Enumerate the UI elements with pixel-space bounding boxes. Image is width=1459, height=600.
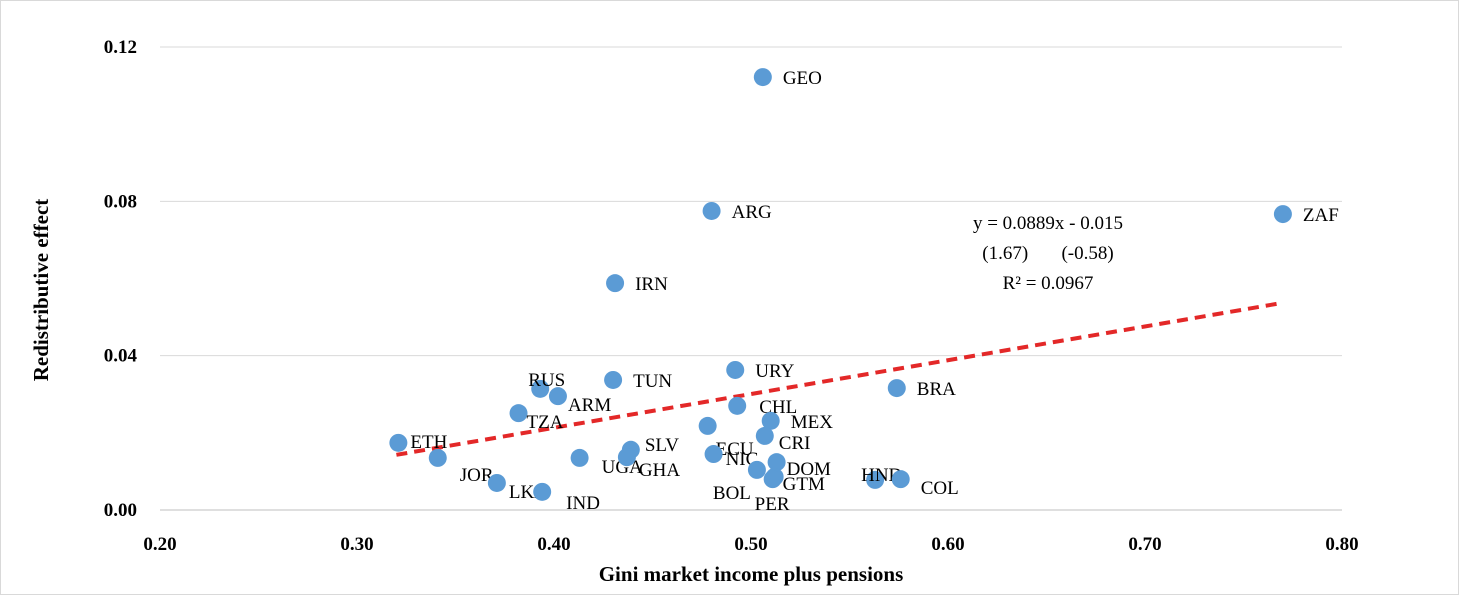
r-squared: R² = 0.0967 [1003, 273, 1094, 294]
point-label: IND [566, 493, 600, 514]
point-label: BRA [917, 379, 956, 400]
point-label: TUN [633, 371, 672, 392]
point [509, 404, 528, 423]
point [428, 448, 447, 467]
point [767, 453, 786, 472]
y-axis-title: Redistributive effect [29, 199, 53, 382]
x-tick-label: 0.50 [734, 534, 767, 555]
point [728, 396, 747, 415]
point-label: COL [921, 478, 959, 499]
point-label: IRN [635, 274, 668, 295]
x-tick-label: 0.20 [143, 534, 176, 555]
y-tick-label: 0.12 [104, 37, 137, 58]
trendline [396, 300, 1284, 457]
point [389, 433, 408, 452]
point [548, 387, 567, 406]
y-tick-label: 0.04 [104, 346, 138, 367]
point-label: URY [755, 361, 794, 382]
point-label: JOR [460, 465, 494, 486]
point [866, 470, 885, 489]
point [887, 379, 906, 398]
point-label: GEO [783, 68, 822, 89]
point [698, 416, 717, 435]
point [617, 448, 636, 467]
point [533, 482, 552, 501]
x-tick-label: 0.70 [1128, 534, 1161, 555]
point-label: TZA [527, 412, 564, 433]
point [604, 370, 623, 389]
point-label: GHA [639, 460, 680, 481]
x-axis-title: Gini market income plus pensions [599, 562, 904, 586]
point [531, 379, 550, 398]
point-label: RUS [528, 370, 565, 391]
point-label: ARM [568, 395, 611, 416]
point-label: GTM [783, 474, 825, 495]
point [606, 274, 625, 293]
y-tick-label: 0.00 [104, 500, 137, 521]
point [761, 411, 780, 430]
point-label: SLV [645, 435, 679, 456]
point-label: DOM [787, 459, 831, 480]
point [702, 201, 721, 220]
point-label: BOL [713, 483, 751, 504]
point [747, 460, 766, 479]
x-tick-label: 0.40 [537, 534, 570, 555]
point [753, 68, 772, 87]
point [726, 360, 745, 379]
point-label: ARG [732, 202, 772, 223]
point [570, 448, 589, 467]
x-tick-label: 0.30 [340, 534, 373, 555]
point-label: ETH [410, 432, 447, 453]
point-label: CRI [779, 433, 811, 454]
t-stats: (1.67) (-0.58) [982, 243, 1113, 264]
point [704, 445, 723, 464]
y-tick-label: 0.08 [104, 191, 137, 212]
point [755, 426, 774, 445]
point [891, 470, 910, 489]
point-label: ECU [716, 439, 754, 460]
point [1273, 205, 1292, 224]
equation: y = 0.0889x - 0.015 [973, 213, 1123, 234]
point [763, 470, 782, 489]
x-tick-label: 0.60 [931, 534, 964, 555]
x-tick-label: 0.80 [1325, 534, 1358, 555]
point-label: ZAF [1303, 205, 1339, 226]
point-label: MEX [791, 412, 834, 433]
point-label: PER [755, 494, 790, 515]
point [487, 473, 506, 492]
